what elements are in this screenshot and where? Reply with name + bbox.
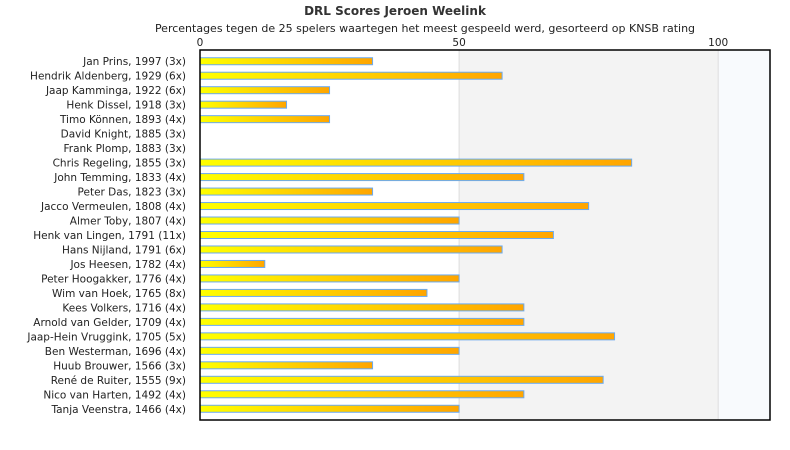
x-tick-label: 100	[708, 37, 728, 49]
bar	[199, 346, 460, 355]
bar	[199, 375, 604, 384]
bar	[199, 303, 525, 312]
bar	[199, 86, 331, 95]
category-label: Ben Westerman, 1696 (4x)	[45, 346, 186, 358]
category-label: Peter Das, 1823 (3x)	[78, 187, 186, 199]
category-label: Frank Plomp, 1883 (3x)	[64, 143, 187, 155]
category-label: Jaap-Hein Vruggink, 1705 (5x)	[26, 331, 186, 343]
bar	[199, 216, 460, 225]
bar	[199, 332, 616, 341]
bar	[199, 404, 460, 413]
category-label: John Temming, 1833 (4x)	[53, 172, 186, 184]
category-label: Wim van Hoek, 1765 (8x)	[52, 288, 186, 300]
bar	[199, 390, 525, 399]
category-label: Jan Prins, 1997 (3x)	[82, 56, 186, 68]
bar	[199, 231, 554, 239]
x-tick-label: 50	[452, 37, 465, 49]
bar	[199, 361, 374, 370]
category-label: Kees Volkers, 1716 (4x)	[62, 302, 186, 314]
chart-title: DRL Scores Jeroen Weelink	[304, 4, 486, 18]
bar	[199, 173, 525, 182]
bar	[199, 187, 374, 196]
category-label: Almer Toby, 1807 (4x)	[70, 216, 186, 228]
bar	[199, 100, 288, 109]
category-label: Henk van Lingen, 1791 (11x)	[33, 230, 186, 242]
bar	[199, 245, 503, 254]
category-label: Jos Heesen, 1782 (4x)	[69, 259, 186, 271]
category-label: Jaap Kamminga, 1922 (6x)	[45, 85, 186, 97]
category-label: Arnold van Gelder, 1709 (4x)	[33, 317, 186, 329]
category-label: David Knight, 1885 (3x)	[61, 129, 186, 141]
category-label: Tanja Veenstra, 1466 (4x)	[50, 404, 186, 416]
category-label: Nico van Harten, 1492 (4x)	[43, 389, 186, 401]
bar	[199, 288, 428, 297]
x-tick-label: 0	[197, 37, 204, 49]
category-label: Chris Regeling, 1855 (3x)	[53, 158, 186, 170]
category-label: Peter Hoogakker, 1776 (4x)	[41, 273, 186, 285]
bar	[199, 71, 503, 80]
category-label: Hans Nijland, 1791 (6x)	[62, 244, 186, 256]
plot-frame	[199, 49, 771, 421]
band-100-plus	[718, 50, 770, 420]
category-label: Hendrik Aldenberg, 1929 (6x)	[30, 71, 186, 83]
category-label: Huub Brouwer, 1566 (3x)	[53, 360, 186, 372]
bar	[199, 158, 633, 167]
bar	[199, 202, 590, 211]
chart-subtitle: Percentages tegen de 25 spelers waartege…	[154, 22, 696, 35]
bar	[199, 259, 266, 268]
category-label: René de Ruiter, 1555 (9x)	[51, 375, 186, 387]
bar	[199, 115, 331, 124]
category-label: Timo Können, 1893 (4x)	[59, 114, 186, 126]
category-label: Henk Dissel, 1918 (3x)	[66, 100, 186, 112]
bar	[199, 57, 374, 66]
category-label: Jacco Vermeulen, 1808 (4x)	[40, 201, 186, 213]
bar	[199, 317, 525, 326]
bar	[199, 274, 460, 283]
